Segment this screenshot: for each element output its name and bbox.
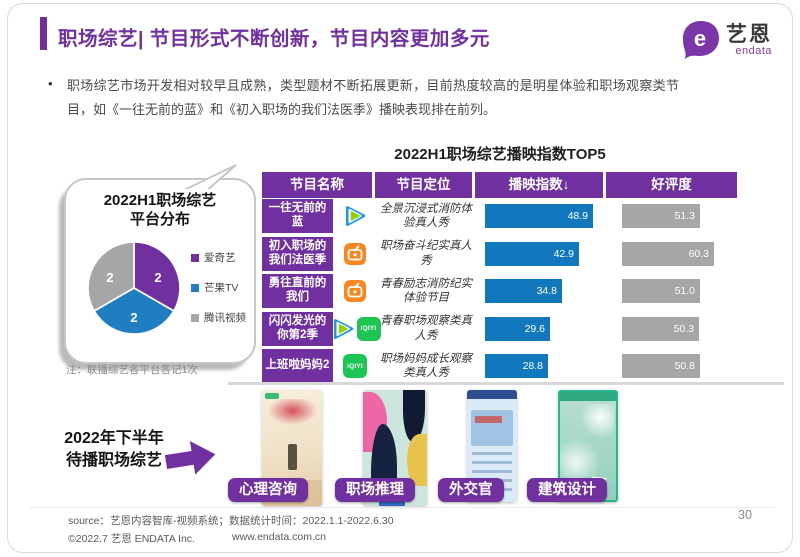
mango-tv-icon <box>344 242 366 265</box>
poster-tag <box>265 393 279 399</box>
upcoming-heading: 2022年下半年 待播职场综艺 <box>64 430 164 469</box>
table-row: 勇往直前的我们 青春励志消防纪实体验节目 34.8 51.0 <box>262 274 739 308</box>
legend-item-mangotv: 芒果TV <box>191 280 246 295</box>
logo-name: 艺恩 <box>726 22 772 46</box>
pie-slice-tencentvideo <box>87 241 135 312</box>
category-pill-architecture: 建筑设计 <box>527 478 607 502</box>
arrow-right-icon <box>163 434 221 487</box>
index-bar: 34.8 <box>485 279 562 303</box>
page-title: 职场综艺| 节目形式不断创新，节目内容更加多元 <box>58 28 490 50</box>
footer-divider <box>30 507 775 508</box>
pie-value-iqiyi: 2 <box>154 270 161 285</box>
svg-text:e: e <box>694 26 706 51</box>
tencent-video-icon <box>333 318 353 339</box>
platform-icons <box>333 237 377 271</box>
rating-bar: 51.3 <box>622 204 700 228</box>
show-positioning: 青春励志消防纪实体验节目 <box>380 277 472 304</box>
index-bar: 42.9 <box>485 241 579 266</box>
iqiyi-icon: iQIYI <box>343 354 367 378</box>
title-accent-bar <box>40 17 47 50</box>
legend-swatch-iqiyi <box>191 253 199 262</box>
table-header: 节目名称 节目定位 播映指数↓ 好评度 <box>262 172 737 198</box>
platform-icons <box>333 274 377 308</box>
speech-bubble-tail <box>180 164 237 193</box>
pie-chart-title: 2022H1职场综艺 平台分布 <box>103 192 217 228</box>
pie-value-mangotv: 2 <box>130 310 137 325</box>
index-bar: 29.6 <box>485 316 550 341</box>
page-number: 30 <box>738 508 752 522</box>
column-header-name: 节目名称 <box>262 172 372 198</box>
legend-item-tencentvideo: 腾讯视频 <box>191 310 246 325</box>
bullet-marker: • <box>48 76 53 91</box>
show-name: 一往无前的蓝 <box>262 199 333 233</box>
table-body: 一往无前的蓝 全景沉浸式消防体验真人秀 48.9 51.3 初入职场的我们法医季 职场… <box>262 199 739 387</box>
column-header-index: 播映指数↓ <box>475 172 603 198</box>
pie-chart: 2 2 2 <box>80 234 188 342</box>
pie-slice-mangotv <box>93 287 175 335</box>
category-pill-diplomat: 外交官 <box>438 478 504 502</box>
index-bar: 28.8 <box>485 354 548 378</box>
index-bar: 48.9 <box>485 204 593 228</box>
show-name: 初入职场的我们法医季 <box>262 236 333 271</box>
footer-source: source：艺恩内容智库-视频系统；数据统计时间：2022.1.1-2022.… <box>68 515 394 527</box>
show-positioning: 青春职场观察类真人秀 <box>380 315 472 342</box>
pie-legend: 爱奇艺 芒果TV 腾讯视频 <box>191 250 246 325</box>
column-header-rating: 好评度 <box>606 172 737 198</box>
footer-copyright: ©2022.7 艺恩 ENDATA Inc. <box>68 533 195 545</box>
rating-bar: 50.3 <box>622 316 699 341</box>
rating-bar: 51.0 <box>622 279 700 303</box>
show-name: 闪闪发光的你第2季 <box>262 311 333 346</box>
section-divider <box>228 382 784 385</box>
show-positioning: 全景沉浸式消防体验真人秀 <box>380 202 472 229</box>
iqiyi-icon: iQIYI <box>356 316 381 341</box>
table-row: 闪闪发光的你第2季 iQIYI 青春职场观察类真人秀 29.6 50.3 <box>262 311 739 346</box>
category-pill-mystery: 职场推理 <box>335 478 415 502</box>
pie-chart-card: 2022H1职场综艺 平台分布 2 2 2 爱奇艺 芒果TV <box>64 164 256 364</box>
table-row: 初入职场的我们法医季 职场奋斗纪实真人秀 42.9 60.3 <box>262 236 739 271</box>
show-positioning: 职场奋斗纪实真人秀 <box>380 240 472 267</box>
table-row: 上班啦妈妈2 iQIYI 职场妈妈成长观察类真人秀 28.8 50.8 <box>262 349 739 383</box>
category-pill-psychology: 心理咨询 <box>228 478 308 502</box>
rating-bar: 60.3 <box>622 241 714 266</box>
pie-value-tencentvideo: 2 <box>106 270 113 285</box>
legend-item-iqiyi: 爱奇艺 <box>191 250 246 265</box>
show-name: 上班啦妈妈2 <box>262 349 333 383</box>
endata-logo-icon: e <box>683 21 719 59</box>
table-title: 2022H1职场综艺播映指数TOP5 <box>394 146 606 163</box>
logo-subname: endata <box>735 44 772 57</box>
platform-icons: iQIYI <box>333 312 381 346</box>
endata-logo: e 艺恩 endata <box>680 19 772 61</box>
legend-swatch-tencentvideo <box>191 313 199 322</box>
column-header-positioning: 节目定位 <box>375 172 472 198</box>
show-positioning: 职场妈妈成长观察类真人秀 <box>380 352 472 379</box>
show-name: 勇往直前的我们 <box>262 274 333 308</box>
tencent-video-icon <box>345 206 366 227</box>
legend-swatch-mangotv <box>191 283 199 292</box>
summary-text: 职场综艺市场开发相对较早且成熟，类型题材不断拓展更新，目前热度较高的是明星体验和… <box>67 78 679 118</box>
platform-icons: iQIYI <box>333 349 377 383</box>
rating-bar: 50.8 <box>622 354 700 378</box>
pie-chart-note: 注：联播综艺各平台各记1次 <box>66 364 198 376</box>
mango-tv-icon <box>344 280 366 302</box>
platform-icons <box>333 199 377 233</box>
table-row: 一往无前的蓝 全景沉浸式消防体验真人秀 48.9 51.3 <box>262 199 739 233</box>
footer-website: www.endata.com.cn <box>232 531 326 543</box>
poster-diplomat <box>467 390 517 502</box>
